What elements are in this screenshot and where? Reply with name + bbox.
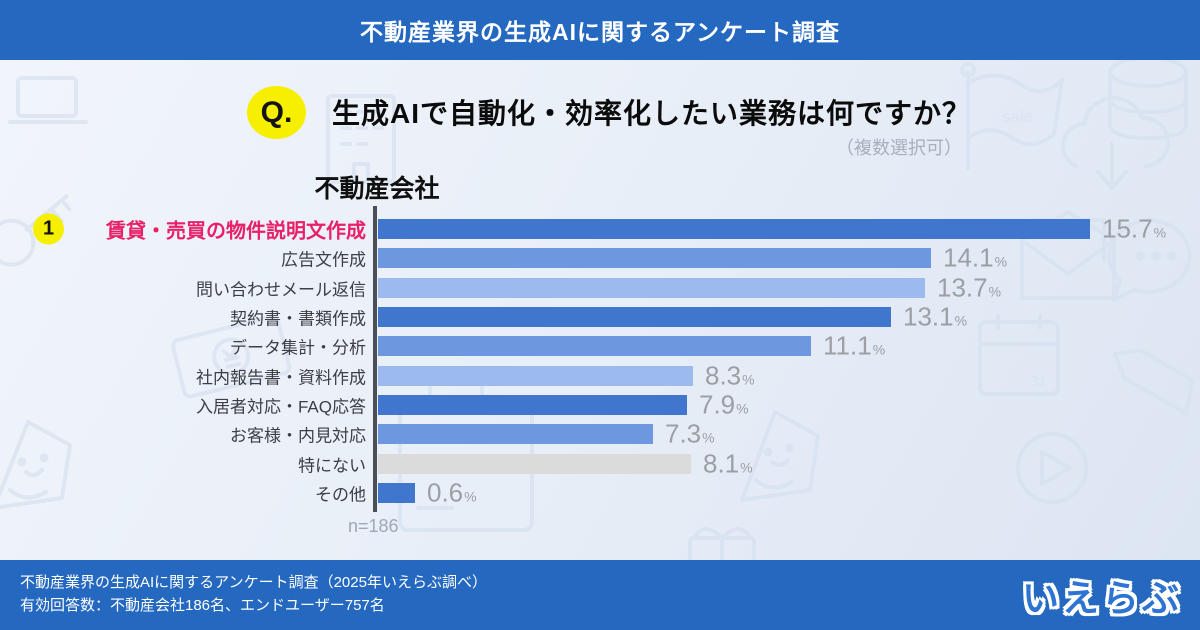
- category-label: 問い合わせメール返信: [196, 280, 366, 300]
- chart-canvas: sale 31 Q. 生成AIで自動化・効率化したい業務は何ですか？ （複数選択…: [0, 60, 1200, 560]
- value-label: 14.1%: [943, 243, 1007, 274]
- cloud-download-icon: [1061, 96, 1171, 190]
- page-title: 不動産業界の生成AIに関するアンケート調査: [359, 19, 841, 45]
- value-number: 14.1: [943, 242, 994, 273]
- value-number: 7.3: [665, 418, 702, 449]
- value-number: 13.1: [903, 301, 954, 332]
- value-number: 15.7: [1102, 213, 1153, 244]
- value-label: 15.7%: [1102, 214, 1166, 245]
- value-number: 7.9: [699, 389, 736, 420]
- chart-axis-line: [373, 206, 377, 512]
- category-label: 入居者対応・FAQ応答: [195, 397, 366, 417]
- database-icon: [1108, 60, 1188, 140]
- value-unit: %: [954, 312, 968, 329]
- value-unit: %: [740, 459, 753, 476]
- category-label: 特にない: [298, 456, 366, 476]
- category-label: お客様・内見対応: [230, 426, 366, 446]
- value-number: 0.6: [427, 477, 464, 508]
- footer-source-text: 不動産業界の生成AIに関するアンケート調査（2025年いえらぶ調べ） 有効回答数…: [20, 571, 487, 617]
- value-unit: %: [464, 488, 477, 505]
- value-number: 8.1: [703, 448, 740, 479]
- banknote-icon: [171, 314, 292, 399]
- category-label: 社内報告書・資料作成: [196, 368, 366, 388]
- bar: [378, 424, 653, 444]
- footer-bar: 不動産業界の生成AIに関するアンケート調査（2025年いえらぶ調べ） 有効回答数…: [0, 560, 1200, 630]
- bar: [378, 395, 687, 415]
- value-label: 0.6%: [427, 478, 477, 509]
- value-label: 13.7%: [937, 273, 1001, 304]
- value-number: 11.1: [823, 330, 872, 361]
- mascot-icon: [0, 420, 72, 510]
- bar: [378, 336, 811, 356]
- bar: [378, 307, 891, 327]
- value-label: 7.9%: [699, 390, 749, 421]
- ielove-logo: いえらぶ: [1022, 578, 1182, 619]
- svg-text:31: 31: [1030, 373, 1047, 390]
- value-number: 13.7: [937, 272, 988, 303]
- bar: [378, 483, 415, 503]
- value-unit: %: [872, 341, 886, 358]
- category-label: データ集計・分析: [230, 338, 366, 358]
- bar: [378, 454, 691, 474]
- rank-1-badge: 1: [33, 213, 64, 245]
- flag-sale-icon: sale: [960, 62, 1064, 170]
- svg-text:sale: sale: [1002, 107, 1033, 126]
- background-pattern: sale 31: [0, 60, 1195, 560]
- value-unit: %: [702, 429, 715, 446]
- question-badge-label: Q.: [260, 95, 293, 129]
- bar: [378, 278, 925, 298]
- value-label: 11.1%: [823, 331, 885, 362]
- question-badge: Q.: [247, 86, 306, 139]
- value-number: 8.3: [705, 360, 742, 391]
- pencil-icon: [1112, 348, 1195, 416]
- sample-size-label: n=186: [348, 516, 399, 536]
- video-play-icon: [1016, 432, 1088, 504]
- chat-bubble-icon: [1107, 218, 1192, 302]
- value-unit: %: [736, 400, 749, 417]
- header-bar: 不動産業界の生成AIに関するアンケート調査: [0, 0, 1200, 60]
- category-label: その他: [315, 485, 366, 505]
- footer-line1: 不動産業界の生成AIに関するアンケート調査（2025年いえらぶ調べ）: [20, 574, 487, 591]
- chart-title: 不動産会社: [314, 175, 440, 203]
- value-unit: %: [1153, 224, 1167, 241]
- question-text: 生成AIで自動化・効率化したい業務は何ですか？: [332, 98, 972, 129]
- mascot2-icon: [740, 410, 820, 502]
- value-label: 13.1%: [903, 302, 967, 333]
- category-label: 広告文作成: [281, 250, 366, 270]
- category-label: 契約書・書類作成: [230, 309, 366, 329]
- laptop-icon: [8, 76, 88, 124]
- calendar-icon: 31: [978, 314, 1060, 396]
- bar: [378, 366, 693, 386]
- bar: [378, 219, 1090, 239]
- value-unit: %: [994, 253, 1008, 270]
- building-icon: [326, 94, 396, 184]
- question-note: （複数選択可）: [836, 138, 962, 158]
- value-unit: %: [742, 371, 755, 388]
- gift-icon: [688, 527, 756, 560]
- value-unit: %: [988, 283, 1002, 300]
- value-label: 8.3%: [705, 361, 755, 392]
- category-label: 賃貸・売買の物件説明文作成: [106, 220, 366, 243]
- value-label: 8.1%: [703, 449, 753, 480]
- value-label: 7.3%: [665, 419, 715, 450]
- footer-line2: 有効回答数：不動産会社186名、エンドユーザー757名: [20, 597, 385, 614]
- bar: [378, 248, 931, 268]
